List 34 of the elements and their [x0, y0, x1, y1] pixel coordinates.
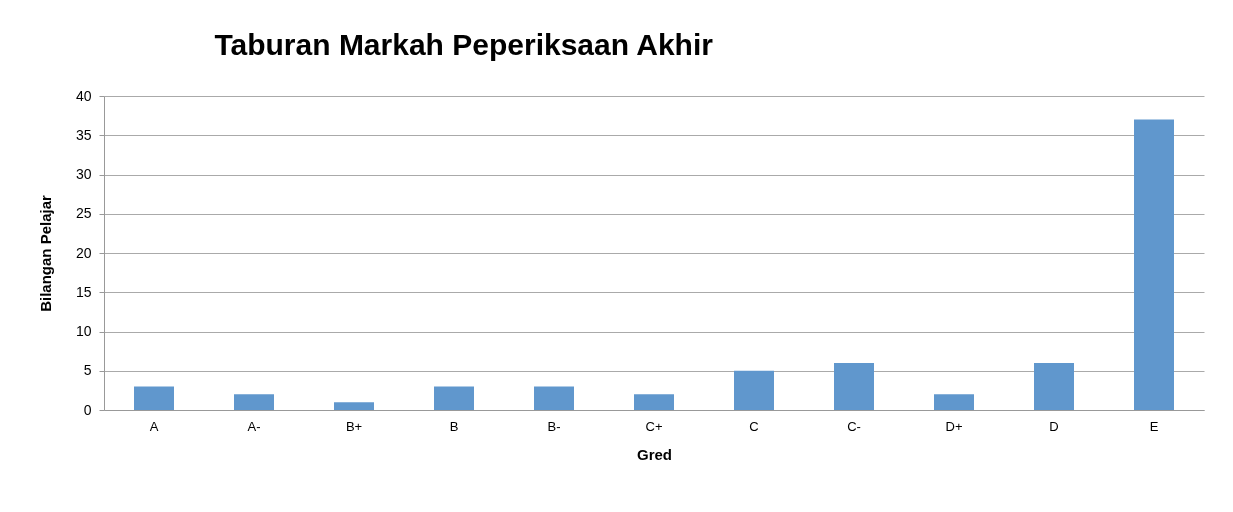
x-tick-label: C: [749, 418, 759, 434]
bar: [1034, 362, 1074, 410]
chart-title: Taburan Markah Peperiksaan Akhir: [214, 28, 714, 61]
y-tick-label: 5: [83, 362, 92, 379]
y-tick-label: 35: [75, 126, 92, 143]
bar: [134, 386, 174, 410]
x-tick-label: C+: [645, 418, 663, 434]
bar: [1134, 119, 1174, 410]
x-tick-label: B-: [547, 418, 561, 434]
y-tick-label: 20: [75, 244, 92, 261]
bar: [934, 394, 974, 410]
bar: [534, 386, 574, 410]
bar: [334, 402, 374, 410]
x-tick-label: C-: [847, 418, 861, 434]
bar: [634, 394, 674, 410]
x-tick-label: D: [1049, 418, 1059, 434]
x-tick-label: E: [1149, 418, 1159, 434]
x-tick-label: B: [449, 418, 459, 434]
x-axis-title: Gred: [636, 445, 673, 463]
bar: [834, 362, 874, 410]
y-tick-label: 15: [75, 283, 92, 300]
x-tick-label: D+: [945, 418, 963, 434]
x-tick-label: A-: [247, 418, 261, 434]
y-tick-label: 40: [75, 87, 92, 104]
y-tick-label: 10: [75, 323, 92, 339]
bar: [434, 386, 474, 410]
bar: [734, 370, 774, 410]
x-tick-label: B+: [345, 418, 363, 434]
y-axis-title: Bilangan Pelajar: [36, 194, 54, 312]
x-tick-label: A: [149, 418, 159, 434]
bar: [234, 394, 274, 410]
y-tick-label: 25: [75, 205, 92, 222]
y-tick-label: 0: [83, 401, 92, 418]
y-tick-label: 30: [75, 166, 92, 182]
